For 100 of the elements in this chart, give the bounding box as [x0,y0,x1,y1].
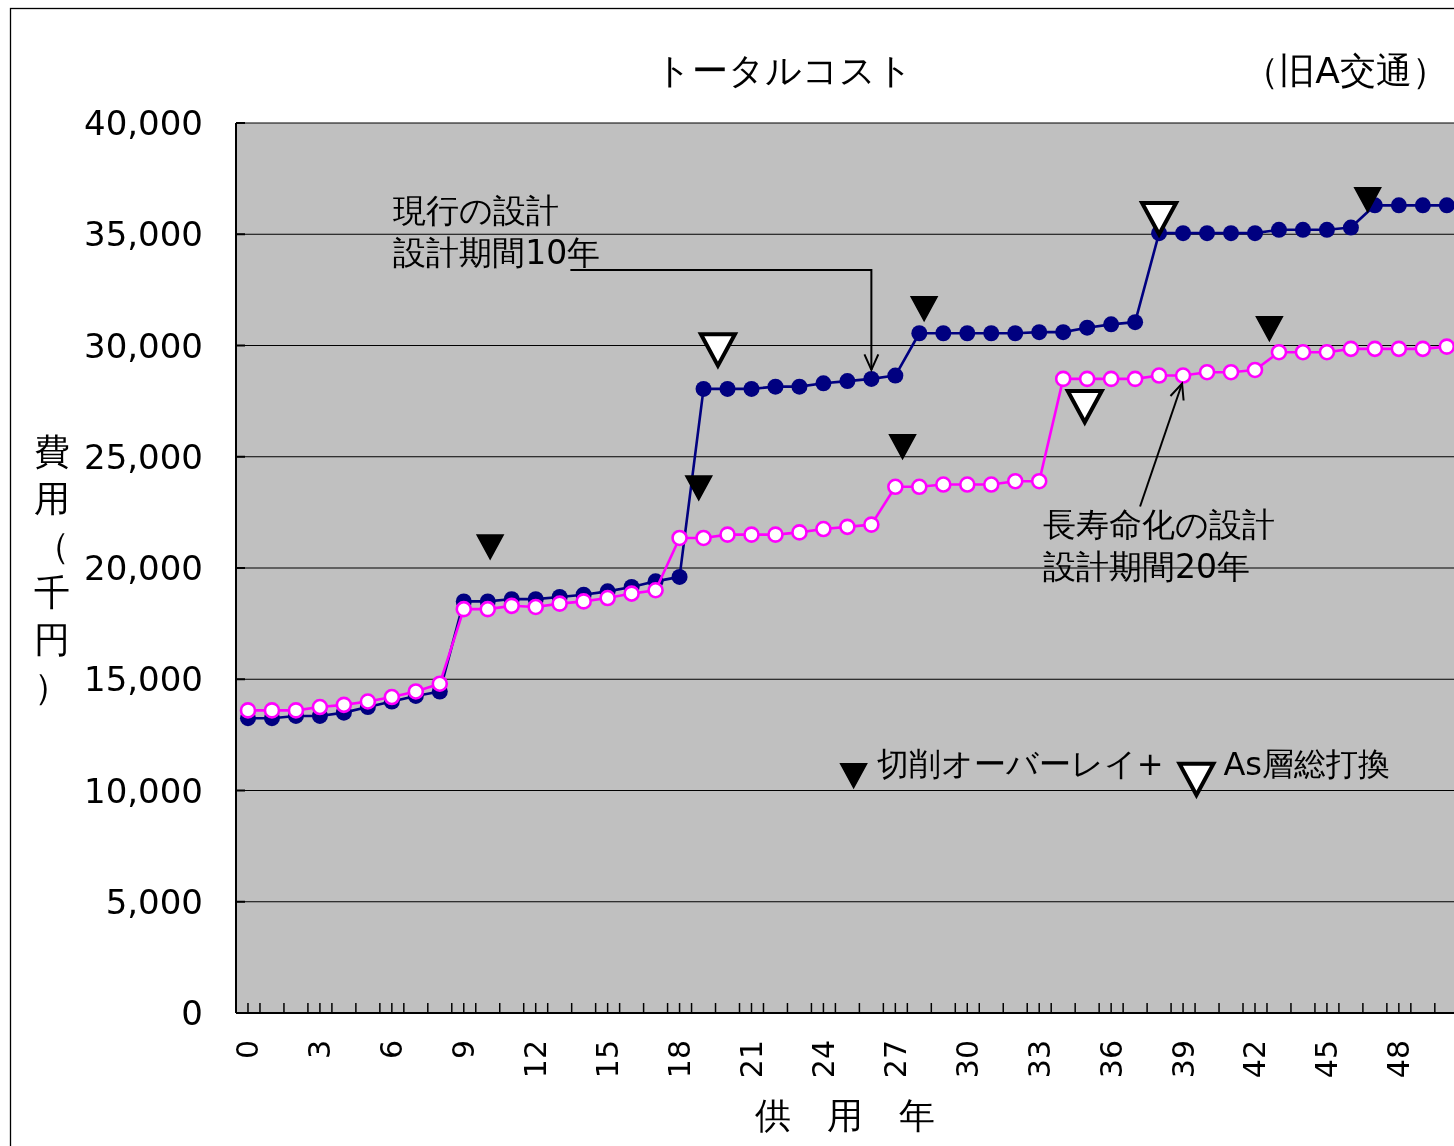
point [1270,221,1287,238]
x-tick-label: 45 [1309,1040,1345,1079]
y-tick-label: 25,000 [84,436,203,477]
x-tick-label: 36 [1093,1040,1129,1079]
y-tick-label: 5,000 [105,881,203,922]
point [1064,389,1105,427]
point [888,434,917,460]
x-tick-label: 42 [1237,1040,1273,1079]
point [911,478,928,496]
point [623,585,640,602]
y-tick-label: 10,000 [84,770,203,811]
point [1353,187,1382,213]
point [476,534,504,560]
point [743,526,760,543]
x-tick-label: 6 [374,1040,410,1060]
point [1246,361,1264,379]
y-tick-label: 15,000 [84,659,203,700]
point [1138,201,1180,239]
point [911,325,928,342]
y-tick-label: 30,000 [84,325,203,366]
point [1255,316,1284,342]
point [815,375,832,392]
point [863,370,880,387]
point [1438,338,1454,355]
point [719,380,736,397]
chart-title: トータルコスト [655,49,914,91]
point [407,683,425,700]
annotation: 現行の設計設計期間10年 [393,190,601,272]
point [671,568,688,585]
point [479,600,497,618]
point [1222,363,1240,381]
point [1270,343,1288,361]
point [684,475,713,501]
point [1006,472,1024,490]
point [1078,370,1096,388]
point [1247,225,1263,242]
point [431,675,449,692]
point [767,378,784,395]
point [1030,472,1048,490]
point [1223,225,1240,242]
point [1126,370,1144,388]
point [551,595,568,612]
point [1294,221,1311,238]
y-tick-label: 35,000 [84,214,203,255]
point [719,526,736,543]
point [839,373,856,390]
point [815,520,832,538]
x-tick-label: 15 [590,1040,626,1079]
point [1318,343,1336,361]
point [1294,343,1312,361]
point [935,325,952,342]
x-tick-label: 0 [230,1040,266,1060]
y-axis-title: 費用（千円） [34,430,70,707]
point [958,476,976,493]
y-tick-label: 0 [181,993,203,1033]
point [1414,197,1431,214]
point [839,518,856,536]
point [935,476,952,493]
point [263,702,281,719]
point [1127,314,1144,331]
point [1414,340,1432,358]
point [1438,197,1454,214]
point [791,378,808,395]
point [311,698,329,716]
x-tick-label: 33 [1021,1040,1057,1079]
x-tick-label: 3 [302,1040,338,1060]
point [1198,363,1216,381]
point [695,380,712,397]
y-tick-label: 20,000 [84,548,203,588]
point [1199,225,1216,242]
point [503,597,521,615]
point [695,529,712,547]
y-tick-label: 40,000 [84,103,203,143]
point [1366,340,1384,358]
x-axis-title: 供 用 年 [755,1094,935,1136]
point [983,325,1000,342]
point [1150,367,1168,384]
x-tick-label: 21 [733,1040,769,1079]
point [383,688,401,706]
point [1031,324,1048,341]
x-tick-label: 39 [1165,1040,1201,1079]
point [887,367,904,384]
point [1175,225,1192,242]
point [887,478,904,496]
point [959,325,976,342]
x-tick-label: 30 [949,1040,985,1079]
point [982,476,1000,493]
point [1342,219,1359,236]
point [1007,325,1024,342]
point [239,702,257,719]
point [1054,370,1072,388]
point [671,529,688,547]
point [1174,367,1192,384]
point [863,516,880,533]
point [767,526,784,543]
point [1103,316,1120,333]
point [1055,324,1072,341]
point [698,332,737,368]
point [791,524,808,541]
point [743,380,760,397]
